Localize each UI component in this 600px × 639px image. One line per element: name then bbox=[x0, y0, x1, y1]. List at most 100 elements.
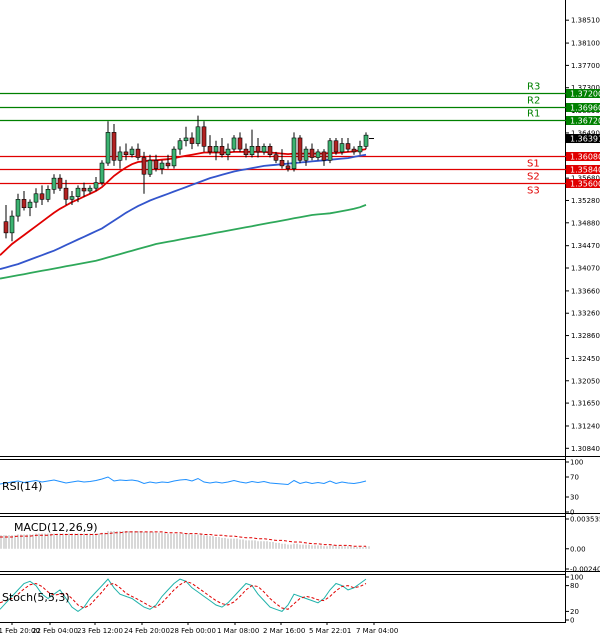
candle-body-down bbox=[243, 148, 249, 156]
level-name-s2: S2 bbox=[527, 172, 540, 183]
macd-signal-line bbox=[0, 531, 366, 547]
candle-body-down bbox=[123, 151, 129, 156]
time-tick-label: 21 Feb 20:00 bbox=[0, 627, 40, 635]
price-tick-label: 1.33660 bbox=[571, 287, 600, 295]
rsi-tick-label: 30 bbox=[570, 494, 579, 502]
level-price-s1: 1.36080 bbox=[570, 152, 600, 161]
candle bbox=[129, 146, 135, 158]
candle bbox=[15, 193, 21, 222]
candle bbox=[147, 154, 153, 178]
candle bbox=[135, 143, 141, 161]
price-tick-label: 1.32050 bbox=[571, 377, 600, 385]
price-tick-label: 1.30840 bbox=[571, 445, 600, 453]
candle-body-up bbox=[69, 196, 75, 200]
stoch-tick-label: 100 bbox=[570, 574, 583, 582]
level-name-r1: R1 bbox=[527, 109, 540, 120]
candle bbox=[171, 146, 177, 169]
candle bbox=[57, 174, 63, 191]
candle-body-down bbox=[273, 154, 279, 161]
candle bbox=[75, 185, 81, 203]
candle-body-down bbox=[57, 177, 63, 189]
candle bbox=[357, 140, 363, 155]
candle-body-up bbox=[75, 187, 81, 197]
candle-body-up bbox=[261, 146, 267, 153]
ma-blue-line bbox=[0, 153, 367, 270]
candle bbox=[207, 135, 213, 155]
level-price-box bbox=[566, 165, 600, 174]
candle-body-up bbox=[291, 137, 297, 169]
level-name-s3: S3 bbox=[527, 186, 540, 197]
macd-label: MACD(12,26,9) bbox=[14, 521, 98, 534]
candle-body-up bbox=[327, 140, 333, 161]
candle-body-up bbox=[147, 159, 153, 175]
candle-body-down bbox=[165, 162, 171, 167]
candle-body-up bbox=[129, 148, 135, 156]
candle bbox=[249, 129, 255, 158]
candle bbox=[99, 160, 105, 186]
candle-body-down bbox=[285, 165, 291, 169]
candle-body-down bbox=[297, 137, 303, 161]
candle bbox=[33, 188, 39, 208]
price-tick-label: 1.38100 bbox=[571, 40, 600, 48]
price-tick-label: 1.33260 bbox=[571, 310, 600, 318]
candle-body-down bbox=[3, 221, 9, 234]
candle-body-up bbox=[9, 215, 15, 234]
candle-body-up bbox=[15, 199, 21, 217]
level-name-r2: R2 bbox=[527, 96, 540, 107]
time-tick-label: 22 Feb 04:00 bbox=[32, 627, 78, 635]
candle-body-down bbox=[189, 137, 195, 144]
price-tick-label: 1.37700 bbox=[571, 62, 600, 70]
rsi-panel: 100 70 30 0 bbox=[0, 459, 583, 517]
candle bbox=[213, 140, 219, 161]
candle bbox=[237, 132, 243, 152]
candle-body-down bbox=[279, 159, 285, 167]
candle-body-up bbox=[225, 148, 231, 156]
candle bbox=[225, 143, 231, 161]
candle-body-up bbox=[105, 132, 111, 164]
time-tick-label: 7 Mar 04:00 bbox=[356, 627, 398, 635]
candle-body-down bbox=[255, 146, 261, 153]
candle-body-up bbox=[51, 177, 57, 190]
candle bbox=[267, 143, 273, 158]
price-tick-label: 1.37300 bbox=[571, 84, 600, 92]
level-price-box bbox=[566, 116, 600, 125]
ma-green-line bbox=[0, 204, 367, 280]
macd-tick-label: 0.003535 bbox=[570, 516, 600, 524]
stoch-label: Stoch(5,5,3) bbox=[2, 591, 70, 604]
candle bbox=[285, 160, 291, 172]
price-tick-label: 1.34470 bbox=[571, 242, 600, 250]
candle bbox=[339, 137, 345, 155]
candle-body-down bbox=[111, 132, 117, 161]
rsi-tick-label: 0 bbox=[570, 509, 574, 517]
macd-tick-label: 0.00 bbox=[570, 545, 586, 553]
candle bbox=[117, 146, 123, 169]
candle bbox=[3, 204, 9, 239]
candle-body-down bbox=[345, 143, 351, 150]
price-tick-label: 1.35280 bbox=[571, 197, 600, 205]
candle-body-down bbox=[351, 148, 357, 153]
candle bbox=[87, 185, 93, 194]
candle bbox=[111, 124, 117, 166]
level-price-s2: 1.35840 bbox=[570, 165, 600, 174]
candle bbox=[123, 143, 129, 161]
candle bbox=[189, 132, 195, 150]
rsi-label: RSI(14) bbox=[2, 480, 42, 493]
candle bbox=[141, 151, 147, 194]
candle bbox=[243, 143, 249, 158]
candle bbox=[159, 160, 165, 175]
price-tick-label: 1.35680 bbox=[571, 175, 600, 183]
time-tick-label: 1 Mar 08:00 bbox=[217, 627, 259, 635]
price-tick-label: 1.34880 bbox=[571, 219, 600, 227]
level-name-s1: S1 bbox=[527, 159, 540, 170]
level-price-s3: 1.35600 bbox=[570, 179, 600, 188]
candle bbox=[351, 146, 357, 155]
candle-body-up bbox=[213, 146, 219, 153]
candle-body-down bbox=[237, 137, 243, 150]
candle-body-up bbox=[183, 137, 189, 142]
candle bbox=[105, 121, 111, 166]
candle bbox=[45, 185, 51, 203]
